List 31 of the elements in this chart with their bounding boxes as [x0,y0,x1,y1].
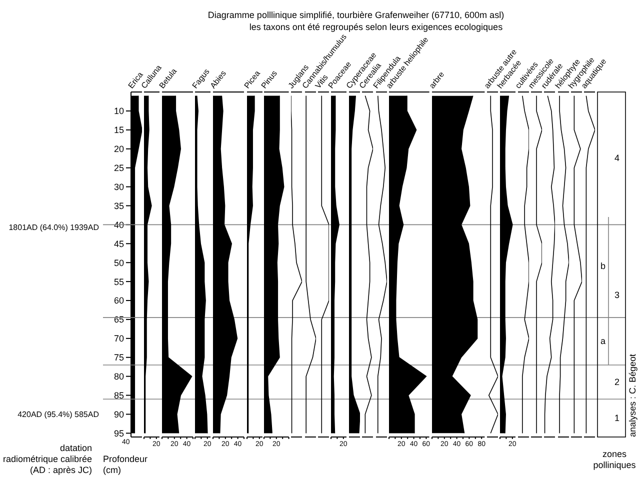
text: zones polliniques [592,449,637,471]
y-tick-label: 45 [114,238,124,249]
y-axis-title: Profondeur (cm) [103,454,148,476]
y-tick-label: 80 [114,372,124,382]
y-tick-label: 95 [114,428,124,438]
text: 1801AD (64.0%) 1939AD [8,222,100,232]
text: datation radiométrique calibrée (AD : après JC) [2,443,92,476]
y-tick-label: 50 [114,258,124,268]
text: 1 [614,413,620,424]
text: b [600,261,606,272]
text: 3 [614,290,620,300]
text: 420AD (95.4%) 585AD [18,410,100,419]
y-tick-label: 55 [114,276,124,287]
y-tick-label: 25 [114,163,124,174]
text: 4 [614,153,620,164]
y-tick-label: 60 [114,296,124,306]
text: Diagramme polllinique simplifié, tourbière Grafenweiher (67710, 600m asl) [206,10,506,20]
text: les taxons ont été regroupés selon leurs exigences ecologiques [248,22,504,32]
y-tick-label: 30 [114,182,124,192]
y-tick-label: 90 [114,409,124,420]
y-tick-label: 15 [114,125,124,136]
y-tick-label: 85 [114,390,124,400]
y-tick-label: 75 [114,352,124,363]
text: 2 [614,377,620,388]
text: a [600,336,606,346]
y-tick-label: 10 [114,106,124,116]
y-tick-label: 20 [114,144,124,154]
y-tick-label: 35 [114,200,124,211]
y-tick-label: 65 [114,314,124,325]
y-tick-label: 70 [114,334,124,344]
text: analyses : C. Bégeot [628,353,638,437]
